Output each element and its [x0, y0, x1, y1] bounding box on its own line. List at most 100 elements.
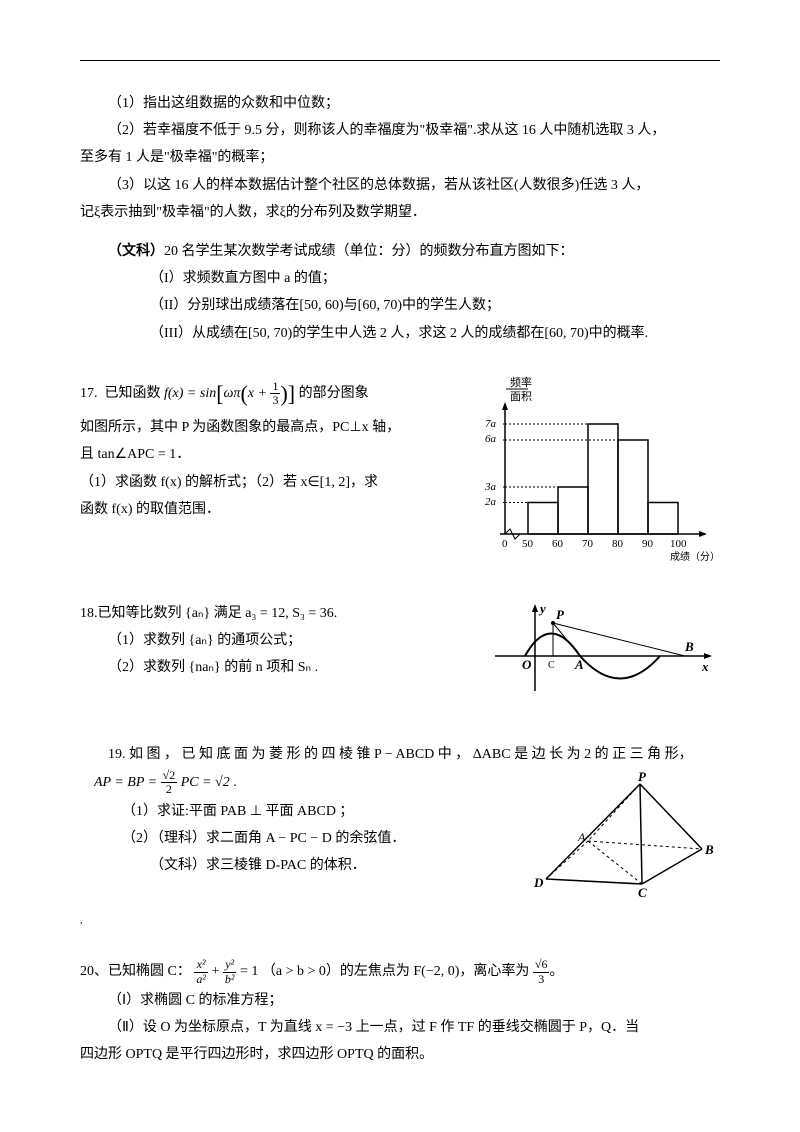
q16b-title: （文科）	[108, 244, 164, 259]
q16b-sub3: （III）从成绩在[50, 70)的学生中人选 2 人，求这 2 人的成绩都在[…	[80, 321, 720, 346]
q19-A: A	[577, 830, 586, 844]
q19-fm: PC =	[181, 775, 215, 790]
q20-l1c: 。	[549, 964, 563, 979]
hist-ylabel-bot: 面积	[510, 390, 532, 403]
q20-sub2: （Ⅱ）设 O 为坐标原点，T 为直线 x = −3 上一点，过 F 作 TF 的…	[80, 1015, 720, 1040]
q16b-sub2a: （II）分别球出成绩落在	[150, 298, 299, 313]
q17-histogram: 频率 面积 7a 6a 3a 2a 0 50 60 70 80 90	[470, 374, 720, 573]
xtick-50: 50	[522, 538, 534, 550]
q18-C: C	[548, 660, 555, 671]
hist-xlabel: 成绩（分）	[670, 550, 720, 563]
q19-sub3: （文科）求三棱锥 D-PAC 的体积．	[94, 853, 530, 878]
q17-num: 17.	[80, 386, 98, 401]
comma: ,	[80, 912, 720, 930]
q19: 19. 如 图 ， 已 知 底 面 为 菱 形 的 四 棱 锥 P − ABCD…	[80, 742, 720, 908]
q20: 20、已知椭圆 C： x²a² + y²b² = 1 （a > b > 0）的左…	[80, 958, 720, 1067]
q17: 17. 已知函数 f(x) = sin[ωπ(x + 13)] 的部分图象 如图…	[80, 374, 720, 573]
q19-D: D	[533, 875, 544, 890]
q16a-line5: 记ξ表示抽到"极幸福"的人数，求ξ的分布列及数学期望．	[80, 200, 720, 225]
q16b-sub2b: [50, 60)	[299, 298, 343, 313]
q16b-sub3d: [60, 70)	[544, 326, 588, 341]
q20-sub3: 四边形 OPTQ 是平行四边形时，求四边形 OPTQ 的面积。	[80, 1042, 720, 1067]
xtick-70: 70	[582, 538, 594, 550]
hist-ylabel-top: 频率	[510, 375, 532, 389]
ytick-7a: 7a	[485, 418, 497, 430]
q17-text: 17. 已知函数 f(x) = sin[ωπ(x + 13)] 的部分图象 如图…	[80, 374, 470, 524]
q16b-sub1-text: （I）求频数直方图中 a 的值；	[150, 271, 336, 286]
q19-body: AP = BP = √22 PC = √2 . （1）求证:平面 PAB ⊥ 平…	[80, 769, 720, 908]
q16-part-b: （文科）20 名学生某次数学考试成绩（单位：分）的频数分布直方图如下： （I）求…	[80, 239, 720, 346]
q19-P: P	[638, 769, 647, 784]
q19-pyramid: P A B C D	[530, 769, 720, 908]
q16b-sub1: （I）求频数直方图中 a 的值；	[80, 266, 720, 291]
q18-graph: y x O P C A B	[490, 601, 720, 710]
ytick-6a: 6a	[485, 433, 497, 445]
q16-part-a: （1）指出这组数据的众数和中位数； （2）若幸福度不低于 9.5 分，则称该人的…	[80, 91, 720, 225]
xtick-60: 60	[552, 538, 564, 550]
q19-frac: √22	[161, 769, 178, 796]
q16b-sub3c: 的学生中人选 2 人，求这 2 人的成绩都在	[292, 326, 544, 341]
bracket-r: ]	[288, 381, 295, 406]
q16b-titletext: 20 名学生某次数学考试成绩（单位：分）的频数分布直方图如下：	[164, 244, 574, 259]
q18-sub1: （1）求数列 {aₙ} 的通项公式；	[80, 628, 490, 653]
q19-l1a: 如 图 ， 已 知 底 面 为 菱 形 的 四 棱 锥 P − ABCD 中 ，…	[129, 747, 693, 762]
q19-sub1: （1）求证:平面 PAB ⊥ 平面 ABCD ；	[94, 799, 530, 824]
q18-num: 18.	[80, 606, 98, 621]
q20-ellipse-frac1: x²a²	[194, 958, 208, 985]
q17-frac13: 13	[270, 380, 280, 407]
pyramid-svg: P A B C D	[530, 769, 720, 899]
xtick-90: 90	[642, 538, 654, 550]
q18: 18.已知等比数列 {aₙ} 满足 a₃ = 12, S₃ = 36. （1）求…	[80, 601, 720, 710]
q20-l1a: 已知椭圆 C：	[108, 964, 191, 979]
ytick-2a: 2a	[485, 496, 497, 508]
q18-P: P	[556, 607, 565, 622]
q19-textcol: AP = BP = √22 PC = √2 . （1）求证:平面 PAB ⊥ 平…	[80, 769, 530, 880]
q17-xplus: x +	[248, 386, 271, 401]
q18-sub2: （2）求数列 {naₙ} 的前 n 项和 Sₙ .	[80, 655, 490, 680]
q18-x: x	[701, 659, 709, 674]
q18-text: 18.已知等比数列 {aₙ} 满足 a₃ = 12, S₃ = 36. （1）求…	[80, 601, 490, 683]
q19-fb: AP = BP =	[94, 775, 161, 790]
q16b-sub2c: 与	[344, 298, 358, 313]
xtick-100: 100	[670, 538, 687, 550]
q18-line1: 18.已知等比数列 {aₙ} 满足 a₃ = 12, S₃ = 36.	[80, 601, 490, 626]
q16a-line4: （3）以这 16 人的样本数据估计整个社区的总体数据，若从该社区(人数很多)任选…	[80, 173, 720, 198]
histogram-svg: 频率 面积 7a 6a 3a 2a 0 50 60 70 80 90	[470, 374, 720, 564]
q17-line4: （1）求函数 f(x) 的解析式；（2）若 x∈[1, 2]，求	[80, 470, 460, 495]
q16a-line1: （1）指出这组数据的众数和中位数；	[80, 91, 720, 116]
q19-sqrt2: √2	[215, 775, 230, 790]
q19-line1: 19. 如 图 ， 已 知 底 面 为 菱 形 的 四 棱 锥 P − ABCD…	[80, 742, 720, 767]
q16b-sub2: （II）分别球出成绩落在[50, 60)与[60, 70)中的学生人数；	[80, 293, 720, 318]
q17-line2: 如图所示，其中 P 为函数图象的最高点，PC⊥x 轴，	[80, 415, 460, 440]
q18-B: B	[684, 639, 694, 654]
q18-y: y	[538, 601, 546, 616]
top-rule	[80, 60, 720, 61]
q17-line3: 且 tan∠APC = 1．	[80, 442, 460, 467]
q17-l1a: 已知函数	[105, 386, 165, 401]
q17-line5: 函数 f(x) 的取值范围．	[80, 497, 460, 522]
q16a-line3: 至多有 1 人是"极幸福"的概率；	[80, 145, 720, 170]
q19-sub2: （2）（理科）求二面角 A − PC − D 的余弦值．	[94, 826, 530, 851]
sine-svg: y x O P C A B	[490, 601, 720, 701]
q17-formula: f(x) = sin	[164, 386, 216, 401]
q17-omega: ωπ	[224, 386, 241, 401]
q16b-sub2e: 中的学生人数；	[402, 298, 500, 313]
paren-l: (	[240, 381, 247, 406]
q20-line1: 20、已知椭圆 C： x²a² + y²b² = 1 （a > b > 0）的左…	[80, 958, 720, 985]
q16b-sub2d: [60, 70)	[358, 298, 402, 313]
q19-Cl: C	[638, 885, 647, 899]
q16a-line2: （2）若幸福度不低于 9.5 分，则称该人的幸福度为"极幸福".求从这 16 人…	[80, 118, 720, 143]
xtick-80: 80	[612, 538, 624, 550]
q19-B: B	[704, 842, 714, 857]
q16b-sub3a: （III）从成绩在	[150, 326, 248, 341]
xtick-0: 0	[502, 538, 508, 550]
q20-ecc: √63	[533, 958, 550, 985]
q20-l1b: （a > b > 0）的左焦点为 F(−2, 0)，离心率为	[262, 964, 530, 979]
q17-line1: 17. 已知函数 f(x) = sin[ωπ(x + 13)] 的部分图象	[80, 374, 460, 414]
q20-num: 20、	[80, 964, 108, 979]
q19-num: 19.	[108, 747, 126, 762]
q18-O: O	[522, 657, 532, 672]
q20-sub1: （Ⅰ）求椭圆 C 的标准方程；	[80, 988, 720, 1013]
q16b-sub3b: [50, 70)	[248, 326, 292, 341]
q17-l1b: 的部分图象	[295, 386, 369, 401]
